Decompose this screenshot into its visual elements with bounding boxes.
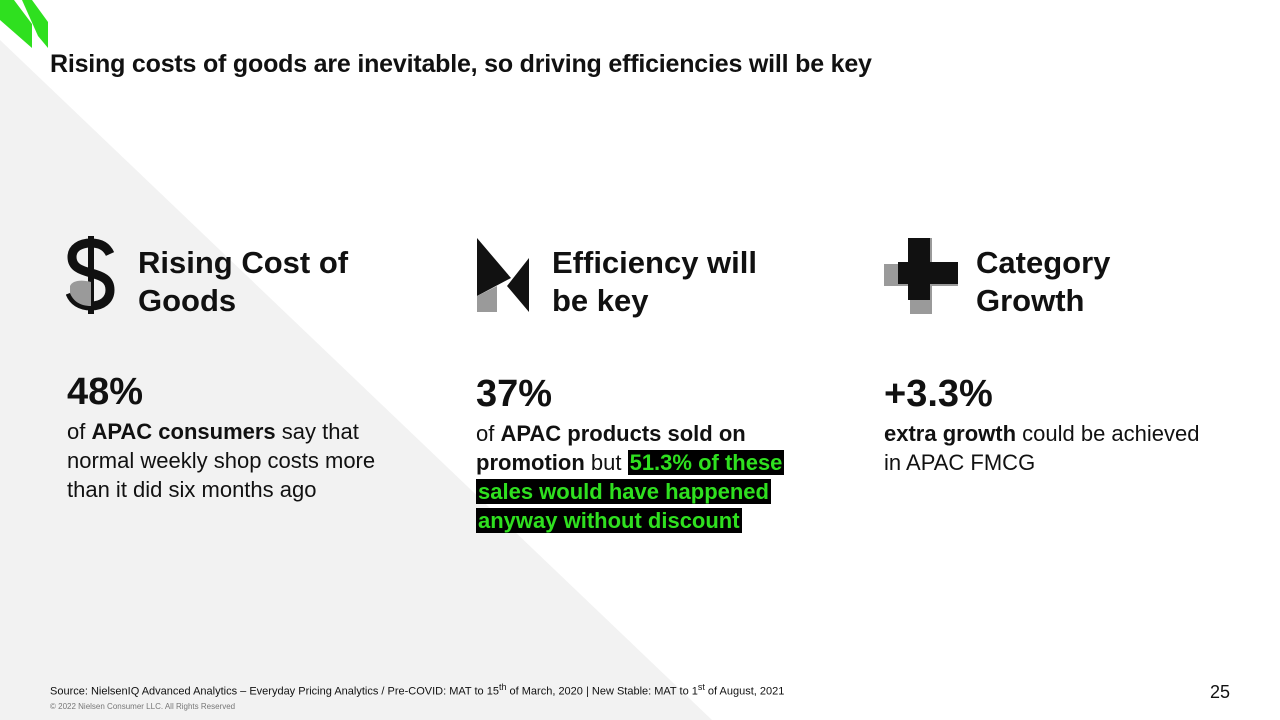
stat-description: extra growth could be achieved in APAC F… xyxy=(884,421,1200,475)
nielseniq-logo xyxy=(0,0,48,48)
stat-value: 37% xyxy=(476,373,553,415)
column-heading: Category Growth xyxy=(976,245,1111,318)
stat-value: +3.3% xyxy=(884,373,993,415)
footer-source: Source: NielsenIQ Advanced Analytics – E… xyxy=(50,682,785,698)
stat-description: of APAC products sold on promotion but 5… xyxy=(476,421,785,533)
copyright: © 2022 Nielsen Consumer LLC. All Rights … xyxy=(50,702,236,711)
stat-description: of APAC consumers say that normal weekly… xyxy=(67,419,376,502)
arrow-icon xyxy=(477,238,529,312)
column-heading: Efficiency will be key xyxy=(552,245,758,318)
stat-value: 48% xyxy=(67,371,144,413)
highlighted-text: 51.3% of these sales would have happened… xyxy=(476,450,785,533)
page-number: 25 xyxy=(1210,682,1231,702)
column-heading: Rising Cost of Goods xyxy=(138,245,349,318)
dollar-icon xyxy=(66,236,115,314)
page-title: Rising costs of goods are inevitable, so… xyxy=(50,50,872,78)
plus-icon xyxy=(884,238,958,314)
